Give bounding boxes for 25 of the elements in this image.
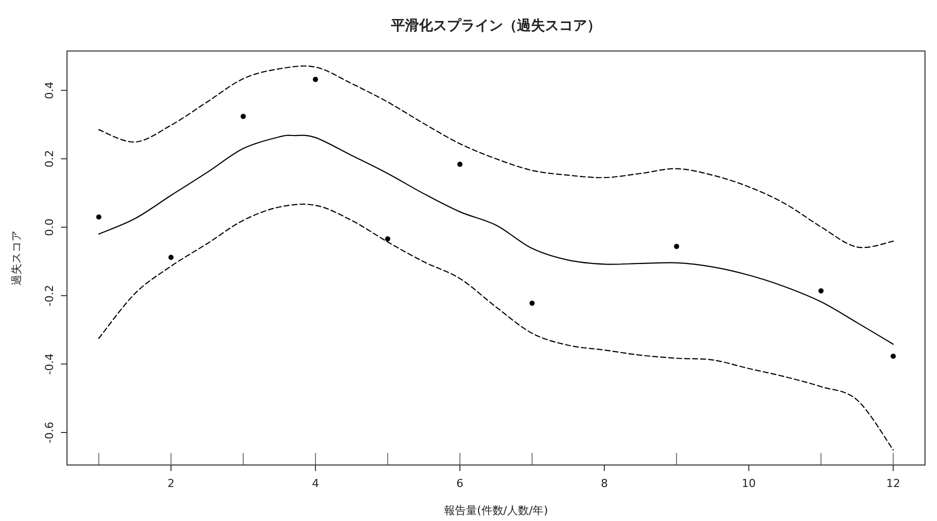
y-tick-label: 0.4 [43,82,56,100]
y-axis-title: 過失スコア [10,230,23,286]
x-tick-label: 6 [456,477,464,490]
point [312,76,318,82]
point [818,288,824,294]
y-tick-label: -0.6 [43,422,56,444]
x-tick-label: 2 [168,477,174,490]
point [674,244,680,249]
y-tick-label: 0.0 [43,218,56,236]
x-axis-title: 報告量(件数/人数/年) [444,504,548,517]
point [385,236,390,242]
x-tick-label: 12 [886,477,900,490]
x-tick-label: 4 [312,477,319,490]
point [890,354,896,359]
y-tick-label: 0.2 [43,150,56,168]
point [530,300,535,306]
x-tick-label: 10 [742,477,756,490]
point [96,214,102,220]
point [168,254,174,260]
y-tick-label: -0.2 [43,284,56,306]
point [240,114,246,119]
x-tick-label: 8 [600,477,608,490]
chart-title: 平滑化スプライン（過失スコア） [390,17,601,34]
y-tick-label: -0.4 [43,353,56,375]
point [457,162,462,167]
